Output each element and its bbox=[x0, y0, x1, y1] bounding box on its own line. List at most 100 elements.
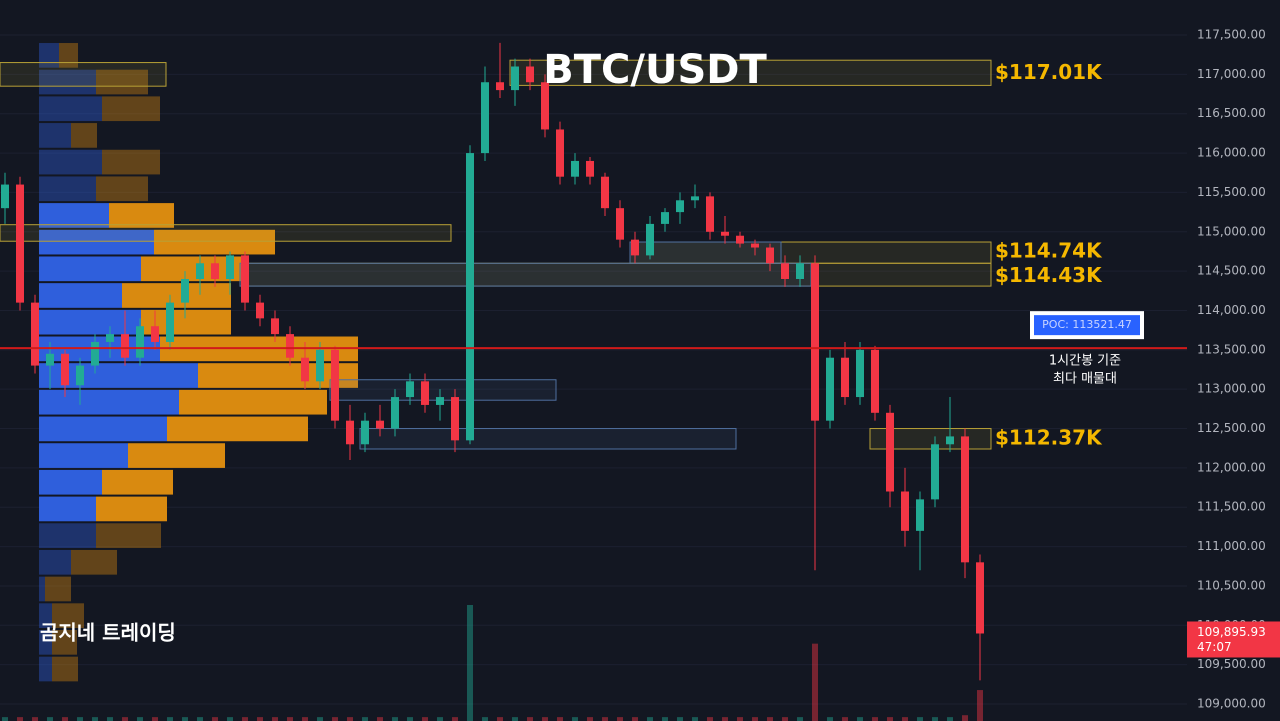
profile-sell bbox=[71, 123, 97, 148]
candle-body bbox=[106, 334, 114, 342]
volume-bar bbox=[722, 717, 728, 721]
profile-buy bbox=[39, 256, 141, 282]
y-tick-label: 116,500.00 bbox=[1197, 106, 1266, 120]
candle-body bbox=[691, 196, 699, 201]
candle-body bbox=[241, 255, 249, 303]
volume-bar bbox=[677, 717, 683, 721]
volume-bar bbox=[707, 717, 713, 721]
profile-sell bbox=[102, 96, 160, 122]
candle-body bbox=[361, 420, 369, 445]
candle-body bbox=[376, 420, 384, 429]
candle-body bbox=[766, 247, 774, 264]
candle-body bbox=[601, 176, 609, 209]
y-tick-label: 114,500.00 bbox=[1197, 264, 1266, 278]
volume-bar bbox=[317, 717, 323, 721]
candle-body bbox=[511, 66, 519, 91]
volume-bar bbox=[167, 717, 173, 721]
profile-sell bbox=[96, 523, 161, 548]
y-tick-label: 117,500.00 bbox=[1197, 28, 1266, 42]
candle-body bbox=[811, 263, 819, 421]
y-tick-label: 113,500.00 bbox=[1197, 342, 1266, 356]
price-tag bbox=[1187, 621, 1280, 658]
axis-panel bbox=[1187, 0, 1280, 721]
volume-bar bbox=[842, 717, 848, 721]
candle-body bbox=[961, 436, 969, 563]
candle-body bbox=[421, 381, 429, 405]
y-tick-label: 111,000.00 bbox=[1197, 539, 1266, 553]
zone-price-label: $114.43K bbox=[995, 263, 1103, 287]
volume-bar bbox=[797, 717, 803, 721]
candle-body bbox=[946, 436, 954, 445]
profile-buy bbox=[39, 43, 59, 68]
y-tick-label: 110,500.00 bbox=[1197, 578, 1266, 592]
candle-body bbox=[91, 341, 99, 366]
volume-bar bbox=[542, 717, 548, 721]
volume-bar bbox=[782, 717, 788, 721]
volume-bar bbox=[287, 717, 293, 721]
candle-body bbox=[586, 160, 594, 177]
candle-body bbox=[571, 160, 579, 177]
candle-body bbox=[646, 223, 654, 256]
profile-buy bbox=[39, 176, 96, 202]
volume-bar bbox=[482, 717, 488, 721]
candle-body bbox=[436, 397, 444, 405]
volume-bar bbox=[302, 717, 308, 721]
zone-price-label: $112.37K bbox=[995, 425, 1103, 449]
price-zone bbox=[0, 62, 167, 87]
price-zone bbox=[0, 224, 452, 242]
profile-buy bbox=[39, 523, 96, 548]
candle-body bbox=[1, 184, 9, 209]
candle-body bbox=[451, 397, 459, 441]
poc-label: POC: 113521.47 bbox=[1042, 318, 1132, 331]
candle-body bbox=[31, 302, 39, 366]
volume-bar bbox=[767, 717, 773, 721]
volume-bar bbox=[527, 717, 533, 721]
candle-body bbox=[286, 334, 294, 358]
candle-body bbox=[481, 82, 489, 154]
profile-buy bbox=[39, 443, 128, 468]
profile-sell bbox=[109, 203, 174, 228]
volume-bar bbox=[692, 717, 698, 721]
profile-buy bbox=[39, 603, 52, 628]
profile-buy bbox=[39, 229, 154, 255]
profile-buy bbox=[39, 69, 96, 95]
profile-buy bbox=[39, 416, 167, 442]
volume-bar bbox=[407, 717, 413, 721]
candle-body bbox=[226, 255, 234, 280]
profile-buy bbox=[39, 656, 52, 682]
candle-body bbox=[181, 279, 189, 303]
profile-sell bbox=[96, 69, 148, 95]
profile-sell bbox=[52, 629, 77, 655]
y-tick-label: 116,000.00 bbox=[1197, 146, 1266, 160]
volume-bar bbox=[602, 717, 608, 721]
candle-body bbox=[466, 153, 474, 441]
candle-body bbox=[916, 499, 924, 531]
y-tick-label: 112,500.00 bbox=[1197, 421, 1266, 435]
volume-bar bbox=[137, 717, 143, 721]
volume-bar bbox=[932, 717, 938, 721]
candle-body bbox=[736, 235, 744, 244]
profile-sell bbox=[167, 416, 308, 442]
profile-buy bbox=[39, 203, 109, 228]
volume-bar bbox=[107, 717, 113, 721]
profile-buy bbox=[39, 96, 102, 122]
profile-buy bbox=[39, 469, 102, 495]
volume-bar bbox=[557, 717, 563, 721]
price-zone bbox=[509, 59, 992, 86]
volume-bar bbox=[182, 717, 188, 721]
candle-body bbox=[901, 491, 909, 531]
candle-body bbox=[661, 212, 669, 224]
volume-bar bbox=[617, 717, 623, 721]
profile-buy bbox=[39, 629, 52, 655]
profile-sell bbox=[128, 443, 225, 468]
volume-bar bbox=[92, 717, 98, 721]
profile-sell bbox=[71, 549, 117, 575]
chart-title: BTC/USDT bbox=[543, 47, 767, 93]
candle-body bbox=[781, 263, 789, 280]
profile-buy bbox=[39, 123, 71, 148]
candle-body bbox=[121, 334, 129, 358]
candle-body bbox=[271, 318, 279, 335]
volume-bar bbox=[362, 717, 368, 721]
candle-body bbox=[826, 357, 834, 421]
candle-body bbox=[301, 357, 309, 382]
